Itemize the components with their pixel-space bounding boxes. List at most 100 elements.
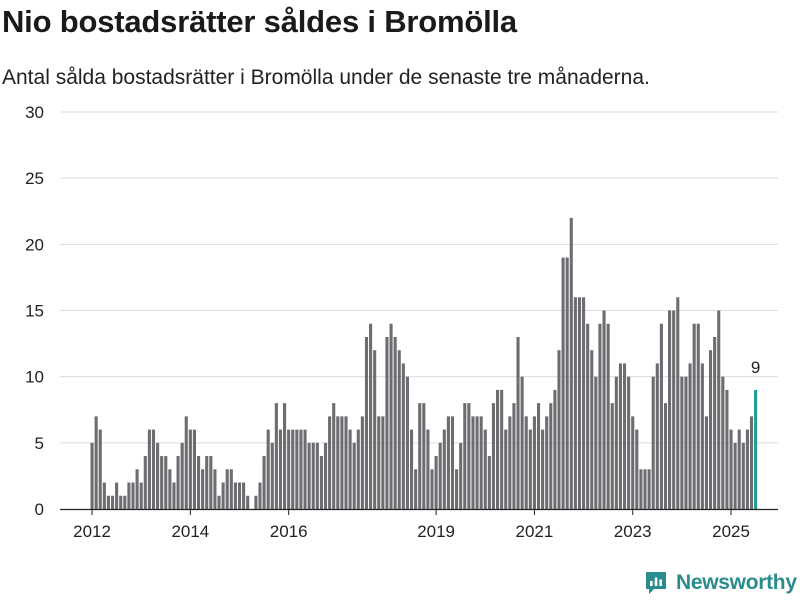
bar — [590, 350, 594, 509]
bar — [328, 416, 332, 509]
bar — [487, 456, 491, 509]
bar — [500, 389, 504, 509]
bar — [541, 429, 545, 509]
bar — [438, 442, 442, 509]
bar — [262, 456, 266, 509]
bar — [201, 469, 205, 509]
bar — [512, 403, 516, 509]
bar — [323, 442, 328, 509]
bar — [315, 442, 319, 509]
bar — [242, 482, 246, 509]
y-tick-label: 0 — [35, 500, 44, 519]
bar — [496, 389, 500, 509]
bar — [663, 403, 668, 509]
bar — [606, 323, 610, 509]
bar — [160, 456, 164, 509]
bar — [405, 376, 409, 509]
bar — [508, 416, 512, 509]
bar — [299, 429, 303, 509]
bar — [434, 456, 438, 509]
bar — [409, 429, 414, 509]
bar — [602, 310, 606, 509]
bar — [586, 323, 590, 509]
bar — [524, 416, 528, 509]
x-tick-label: 2023 — [614, 522, 652, 541]
bar — [364, 336, 369, 509]
bar — [389, 323, 393, 509]
bar — [651, 376, 655, 509]
bar — [237, 482, 242, 509]
bar — [258, 482, 262, 509]
bar — [192, 429, 196, 509]
bar — [422, 403, 426, 509]
bar — [532, 416, 536, 509]
bar — [725, 389, 729, 509]
bar — [618, 363, 622, 509]
bar — [369, 323, 373, 509]
bar — [209, 456, 213, 509]
bar — [291, 429, 295, 509]
bar — [344, 416, 348, 509]
bar — [418, 403, 422, 509]
bar — [397, 350, 401, 509]
bar — [545, 416, 549, 509]
bar — [254, 495, 258, 509]
bar-highlight — [754, 389, 758, 509]
bar — [348, 429, 352, 509]
x-tick-label: 2012 — [73, 522, 111, 541]
bar — [627, 376, 631, 509]
bar — [635, 429, 639, 509]
bar — [622, 363, 627, 509]
bar — [655, 363, 659, 509]
y-tick-label: 15 — [25, 302, 44, 321]
bar — [582, 297, 586, 509]
bar — [713, 336, 717, 509]
bar — [110, 495, 115, 509]
bar — [176, 456, 180, 509]
newsworthy-logo-text: Newsworthy — [676, 571, 797, 594]
bar — [168, 469, 172, 509]
bar — [311, 442, 315, 509]
newsworthy-logo: Newsworthy — [644, 570, 797, 596]
bar — [594, 376, 598, 509]
bar — [491, 403, 496, 509]
bar — [749, 416, 754, 509]
bar — [217, 495, 221, 509]
bar — [319, 456, 323, 509]
y-tick-label: 30 — [25, 103, 44, 122]
bar — [659, 323, 663, 509]
bar — [692, 323, 696, 509]
bar — [573, 297, 577, 509]
y-tick-label: 20 — [25, 235, 44, 254]
bar — [401, 363, 405, 509]
bar — [684, 376, 688, 509]
bar — [184, 416, 188, 509]
bar — [352, 442, 356, 509]
bar — [123, 495, 127, 509]
bar — [536, 403, 541, 509]
bar — [295, 429, 299, 509]
bar — [647, 469, 651, 509]
bar — [631, 416, 635, 509]
chart-subtitle: Antal sålda bostadsrätter i Bromölla und… — [2, 66, 650, 89]
bar — [90, 442, 94, 509]
bar — [196, 456, 201, 509]
bar — [553, 389, 557, 509]
bar — [610, 403, 614, 509]
bar — [332, 403, 336, 509]
bar — [704, 416, 708, 509]
bar — [340, 416, 344, 509]
bar — [557, 350, 561, 509]
bar — [94, 416, 98, 509]
bar — [115, 482, 119, 509]
bar — [180, 442, 184, 509]
bar — [455, 469, 459, 509]
bar — [708, 350, 713, 509]
bar — [446, 416, 450, 509]
bar — [266, 429, 270, 509]
x-tick-label: 2019 — [417, 522, 455, 541]
bar — [729, 429, 733, 509]
bar — [561, 257, 565, 509]
bar — [696, 323, 700, 509]
bar — [164, 456, 168, 509]
